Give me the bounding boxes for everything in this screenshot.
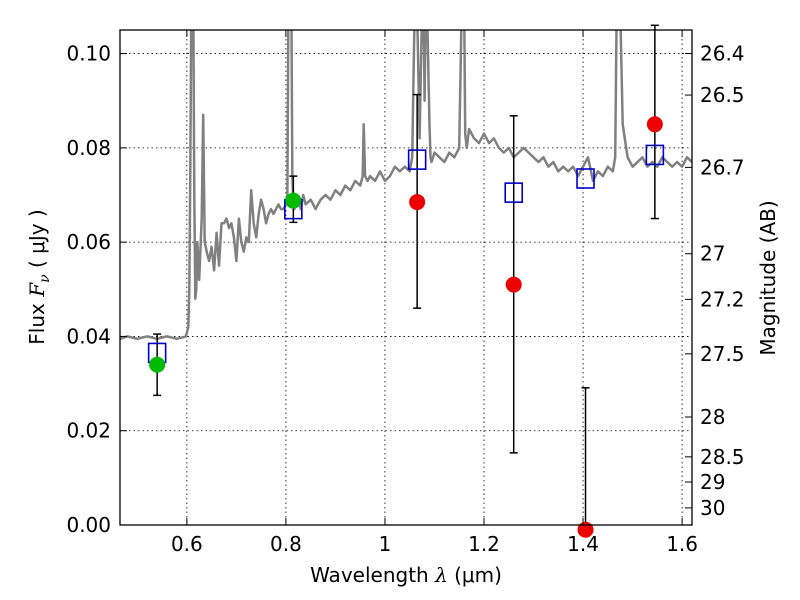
- x-tick-label: 1.6: [666, 532, 698, 556]
- x-axis-label: Wavelength λ (μm): [310, 563, 502, 587]
- model-square: [576, 168, 595, 189]
- red-point: [409, 194, 426, 211]
- green-point: [285, 192, 302, 209]
- mag-tick-label: 30: [700, 496, 725, 520]
- model-square: [645, 144, 665, 166]
- y-tick-label: 0.06: [66, 230, 111, 254]
- marker-layer: [147, 24, 665, 538]
- mag-tick-label: 26.5: [700, 83, 745, 107]
- y-axis-label: Flux Fν ( μJy ): [25, 209, 53, 344]
- y-tick-label: 0.02: [66, 419, 111, 443]
- red-point: [646, 116, 663, 133]
- mag-tick-label: 29: [700, 470, 725, 494]
- right-axis-label: Magnitude (AB): [756, 200, 780, 355]
- mag-tick-label: 28: [700, 405, 725, 429]
- plot-frame: [119, 29, 693, 526]
- x-tick-label: 1: [379, 532, 392, 556]
- mag-tick-label: 27: [700, 242, 725, 266]
- x-tick-label: 1.2: [468, 532, 500, 556]
- ticks: 0.6 0.8 1 1.2 1.4 1.6 0.00 0.02 0.04 0.06 0.08 0.10…: [66, 30, 745, 556]
- model-square: [407, 149, 427, 170]
- green-point: [149, 356, 166, 373]
- y-tick-label: 0.08: [66, 136, 111, 160]
- model-square: [504, 182, 524, 203]
- plot-background: [120, 30, 692, 525]
- mag-tick-label: 27.5: [700, 342, 745, 366]
- red-point: [577, 521, 594, 538]
- y-tick-label: 0.10: [66, 42, 111, 66]
- mag-tick-label: 26.7: [700, 155, 745, 179]
- x-tick-label: 1.4: [567, 532, 599, 556]
- mag-tick-label: 28.5: [700, 445, 745, 469]
- y-tick-label: 0.00: [66, 513, 111, 537]
- red-point: [505, 276, 522, 293]
- x-tick-label: 0.8: [270, 532, 302, 556]
- y-tick-label: 0.04: [66, 324, 111, 348]
- spectrum-line: [120, 30, 692, 341]
- mag-tick-label: 27.2: [700, 287, 745, 311]
- data-layer: [120, 30, 692, 341]
- x-tick-label: 0.6: [171, 532, 203, 556]
- mag-tick-label: 26.4: [700, 42, 745, 66]
